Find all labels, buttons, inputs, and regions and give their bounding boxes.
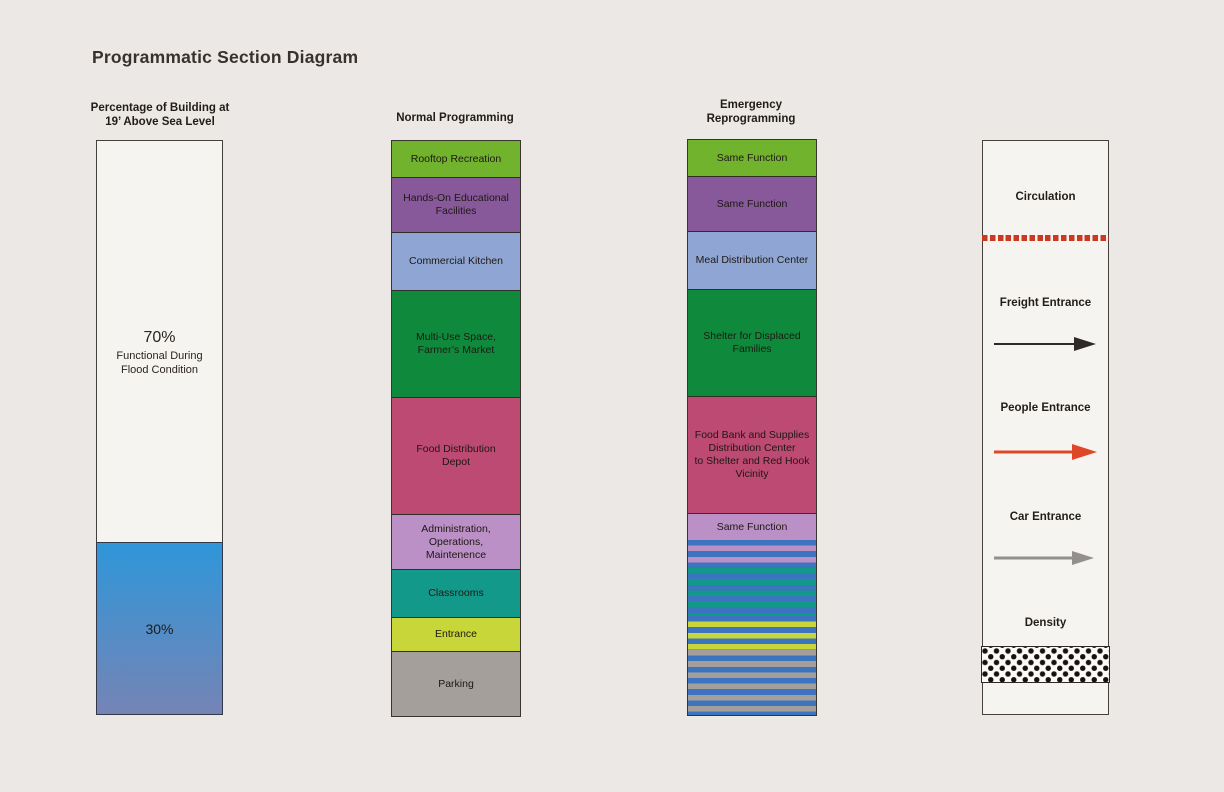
lower-percent-value: 30% [145, 621, 174, 637]
segment-parking: Parking [392, 651, 520, 716]
legend-label-people-entrance: People Entrance [1000, 402, 1091, 414]
legend-label-circulation: Circulation [1015, 191, 1076, 203]
upper-percent-caption: Functional During Flood Condition [116, 350, 203, 376]
legend-box: Circulation Freight Entrance People Entr… [981, 140, 1110, 715]
segment-shelter-for-displaced-families: Shelter for Displaced Families [688, 289, 816, 396]
segment-meal-distribution-center: Meal Distribution Center [688, 231, 816, 289]
density-pattern [981, 646, 1110, 683]
percentage-bar: 70% Functional During Flood Condition 30… [96, 140, 223, 715]
segment-hands-on-educational-facilities: Hands-On Educational Facilities [392, 177, 520, 232]
emergency-reprogramming-header: Emergency Reprogramming [706, 99, 796, 125]
segment-label: Administration, Operations, Maintenence [421, 522, 491, 561]
segment-label: Parking [438, 677, 474, 690]
freight-entrance-arrow-icon [994, 337, 1096, 351]
segment-entrance: Entrance [392, 617, 520, 651]
segment-food-distribution-depot: Food Distribution Depot [392, 397, 520, 514]
car-entrance-arrow-icon [994, 551, 1094, 565]
upper-percent-label: 70% Functional During Flood Condition [97, 329, 222, 377]
legend-label-freight-entrance: Freight Entrance [999, 297, 1092, 309]
flooded-fill: 30% [96, 542, 223, 715]
flooded-stripe-band [688, 650, 816, 715]
segment-classrooms: Classrooms [392, 569, 520, 617]
segment-label: Multi-Use Space, Farmer’s Market [416, 331, 496, 356]
segment-label: Same Function [716, 520, 788, 533]
flooded-stripe-band [688, 540, 816, 568]
people-entrance-arrow-icon [994, 444, 1097, 460]
legend-label-car-entrance: Car Entrance [1009, 511, 1082, 523]
segment-label: Meal Distribution Center [695, 254, 809, 266]
segment-administration-operations-maintenence: Administration, Operations, Maintenence [392, 514, 520, 569]
segment-same-function: Same Function [688, 176, 816, 231]
segment-label: Rooftop Recreation [410, 152, 502, 165]
circulation-dotted-line [982, 235, 1109, 241]
segment-food-bank-and-supplies-distribution-cent: Food Bank and Supplies Distribution Cent… [688, 396, 816, 513]
page-title: Programmatic Section Diagram [92, 47, 359, 67]
upper-percent-value: 70% [143, 329, 176, 346]
flooded-stripe-band [688, 616, 816, 650]
emergency-reprogramming-stack: Same Function Same Function Meal Distribut… [687, 139, 817, 716]
normal-programming-stack: Rooftop Recreation Hands-On Educational F… [391, 140, 521, 717]
segment-label: Classrooms [428, 587, 484, 599]
segment-label: Commercial Kitchen [409, 255, 503, 267]
segment-label: Same Function [716, 197, 788, 210]
segment-label: Food Bank and Supplies Distribution Cent… [694, 429, 810, 480]
segment-multi-use-space-farmer-s-market: Multi-Use Space, Farmer’s Market [392, 290, 520, 397]
segment-label: Entrance [434, 628, 478, 640]
flooded-stripe-band [688, 568, 816, 616]
segment-rooftop-recreation: Rooftop Recreation [392, 141, 520, 177]
legend-label-density: Density [1024, 617, 1067, 629]
segment-same-function: Same Function [688, 513, 816, 540]
segment-label: Food Distribution Depot [416, 443, 496, 468]
segment-same-function: Same Function [688, 140, 816, 176]
segment-label: Hands-On Educational Facilities [403, 192, 509, 217]
normal-programming-header: Normal Programming [396, 112, 514, 124]
segment-label: Same Function [716, 151, 788, 164]
segment-commercial-kitchen: Commercial Kitchen [392, 232, 520, 290]
segment-label: Shelter for Displaced Families [703, 330, 801, 355]
percentage-column-header: Percentage of Building at 19’ Above Sea … [90, 102, 230, 128]
